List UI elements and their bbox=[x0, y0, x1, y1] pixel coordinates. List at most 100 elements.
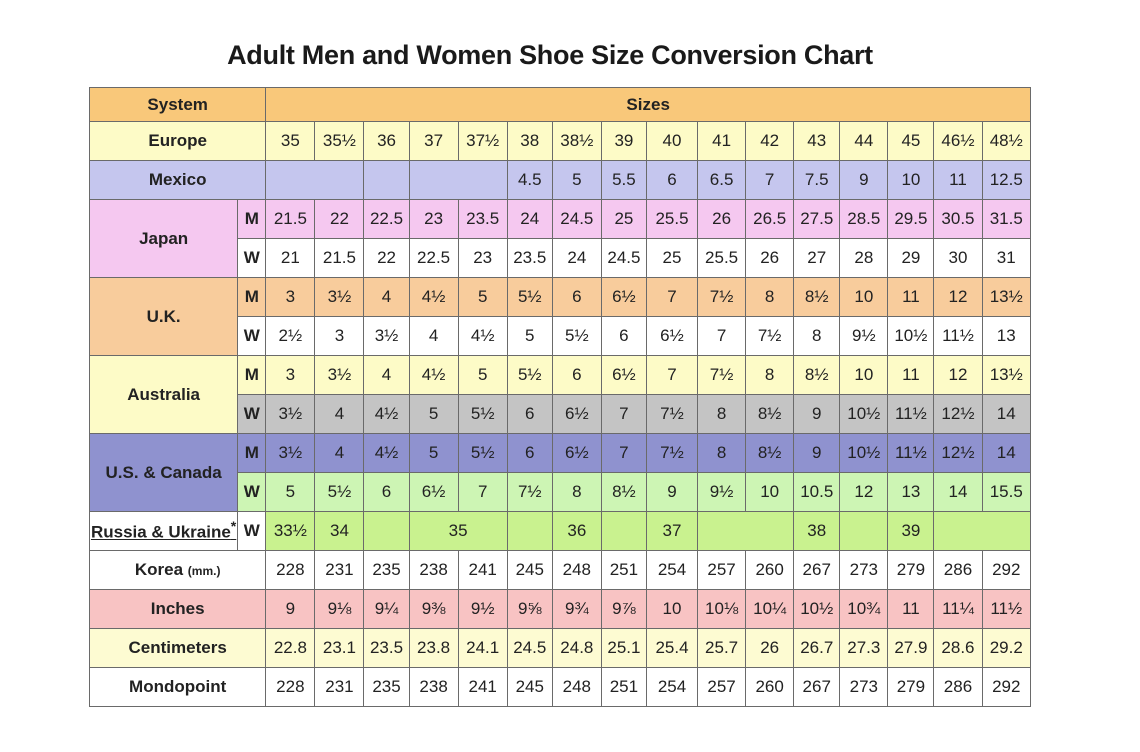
size-cell: 3½ bbox=[265, 433, 316, 473]
size-cell: 27.9 bbox=[887, 628, 935, 668]
size-cell: 38½ bbox=[551, 121, 602, 161]
size-cell: 22.8 bbox=[265, 628, 316, 668]
size-cell: 4½ bbox=[408, 355, 459, 395]
size-cell: 26 bbox=[697, 199, 747, 239]
gender-w: W bbox=[237, 511, 267, 551]
size-cell: 7½ bbox=[645, 394, 699, 434]
size-cell: 26.7 bbox=[793, 628, 841, 668]
size-cell bbox=[408, 160, 508, 200]
size-cell bbox=[600, 511, 647, 551]
row-australia-m: Australia M 3 3½ 4 4½ 5 5½ 6 6½ 7 7½ 8 8½ 10 11 12 13½ bbox=[88, 355, 1032, 434]
size-cell: 15.5 bbox=[981, 472, 1032, 512]
size-cell: 3½ bbox=[314, 355, 365, 395]
chart-title: Adult Men and Women Shoe Size Conversion… bbox=[227, 40, 873, 70]
size-cell: 4 bbox=[314, 394, 365, 434]
size-cell: 3 bbox=[314, 316, 365, 356]
size-cell: 24.1 bbox=[457, 628, 508, 668]
size-cell: 4½ bbox=[457, 316, 508, 356]
size-cell: 292 bbox=[981, 550, 1032, 590]
size-cell bbox=[363, 160, 410, 200]
row-russia-ukraine: Russia & Ukraine* W 33½ 34 35 36 37 38 39 bbox=[88, 511, 1031, 551]
size-cell: 9 bbox=[645, 472, 699, 512]
system-label-centimeters: Centimeters bbox=[88, 628, 267, 668]
size-cell: 27.5 bbox=[793, 199, 841, 239]
size-cell: 10¼ bbox=[745, 589, 795, 629]
size-cell: 238 bbox=[408, 667, 459, 707]
size-cell: 8½ bbox=[600, 472, 647, 512]
size-cell: 30.5 bbox=[933, 199, 983, 239]
size-cell: 4 bbox=[408, 316, 459, 356]
size-cell: 260 bbox=[745, 550, 795, 590]
system-header: System bbox=[88, 87, 267, 122]
size-cell: 7.5 bbox=[793, 160, 841, 200]
gender-w: W bbox=[237, 238, 267, 278]
size-cell: 14 bbox=[933, 472, 983, 512]
size-cell: 2½ bbox=[265, 316, 316, 356]
header-row: System Sizes bbox=[88, 87, 1031, 122]
size-cell: 9 bbox=[265, 589, 316, 629]
size-cell: 3½ bbox=[265, 394, 316, 434]
russia-ukraine-label[interactable]: Russia & Ukraine bbox=[90, 522, 231, 542]
size-cell: 6 bbox=[600, 316, 647, 356]
size-cell: 21.5 bbox=[265, 199, 316, 239]
row-us-canada-m: U.S. & Canada M 3½ 4 4½ 5 5½ 6 6½ 7 7½ 8 8½ 9 10½ 11½… bbox=[88, 433, 1032, 512]
size-cell: 27 bbox=[793, 238, 841, 278]
size-cell: 9¼ bbox=[363, 589, 410, 629]
size-cell: 22 bbox=[314, 199, 365, 239]
size-cell: 12½ bbox=[933, 394, 983, 434]
size-cell: 24 bbox=[551, 238, 602, 278]
size-cell: 257 bbox=[697, 667, 747, 707]
size-cell: 248 bbox=[551, 667, 602, 707]
size-cell bbox=[506, 511, 553, 551]
size-cell: 273 bbox=[839, 550, 889, 590]
size-cell: 8½ bbox=[793, 355, 841, 395]
size-cell: 10½ bbox=[793, 589, 841, 629]
size-cell: 7 bbox=[600, 433, 647, 473]
size-cell: 260 bbox=[745, 667, 795, 707]
size-cell: 235 bbox=[363, 550, 410, 590]
size-cell: 11¼ bbox=[933, 589, 983, 629]
size-cell: 25.4 bbox=[645, 628, 699, 668]
size-cell: 6½ bbox=[551, 433, 602, 473]
size-cell: 8½ bbox=[745, 433, 795, 473]
size-cell: 279 bbox=[887, 550, 935, 590]
size-cell: 4½ bbox=[363, 394, 410, 434]
system-label-uk: U.K. bbox=[88, 277, 239, 356]
row-uk-w: W 2½ 3 3½ 4 4½ 5 5½ 6 6½ 7 7½ 8 9½ 10½ 11½ 13 bbox=[90, 316, 1032, 356]
gender-w: W bbox=[237, 472, 267, 512]
size-cell: 6½ bbox=[551, 394, 602, 434]
size-cell: 6 bbox=[645, 160, 699, 200]
size-cell: 10 bbox=[745, 472, 795, 512]
size-cell: 24.8 bbox=[551, 628, 602, 668]
size-cell: 231 bbox=[314, 550, 365, 590]
size-cell: 25.1 bbox=[600, 628, 647, 668]
size-cell: 37 bbox=[408, 121, 459, 161]
size-cell: 254 bbox=[645, 667, 699, 707]
system-label-japan: Japan bbox=[88, 199, 239, 278]
size-cell bbox=[839, 511, 889, 551]
size-cell: 5½ bbox=[506, 277, 553, 317]
size-cell: 23 bbox=[408, 199, 459, 239]
size-cell: 23.8 bbox=[408, 628, 459, 668]
size-cell: 36 bbox=[363, 121, 410, 161]
size-cell: 12½ bbox=[933, 433, 983, 473]
size-cell: 6 bbox=[363, 472, 410, 512]
size-cell: 5½ bbox=[457, 394, 508, 434]
size-cell: 48½ bbox=[981, 121, 1032, 161]
size-cell: 7½ bbox=[745, 316, 795, 356]
size-cell: 11 bbox=[933, 160, 983, 200]
size-cell: 6½ bbox=[408, 472, 459, 512]
size-cell: 7 bbox=[745, 160, 795, 200]
size-cell: 31 bbox=[981, 238, 1032, 278]
size-cell: 29.5 bbox=[887, 199, 935, 239]
size-cell: 42 bbox=[745, 121, 795, 161]
size-cell: 6.5 bbox=[697, 160, 747, 200]
size-cell: 23.5 bbox=[363, 628, 410, 668]
russia-ukraine-link[interactable]: Russia & Ukraine* bbox=[88, 511, 239, 551]
row-korea: Korea (mm.) 228 231 235 238 241 245 248 251 254 2… bbox=[88, 550, 1032, 590]
size-cell: 21 bbox=[265, 238, 316, 278]
gender-w: W bbox=[237, 316, 267, 356]
size-cell: 23.1 bbox=[314, 628, 365, 668]
size-cell: 4 bbox=[363, 355, 410, 395]
size-cell: 5½ bbox=[506, 355, 553, 395]
